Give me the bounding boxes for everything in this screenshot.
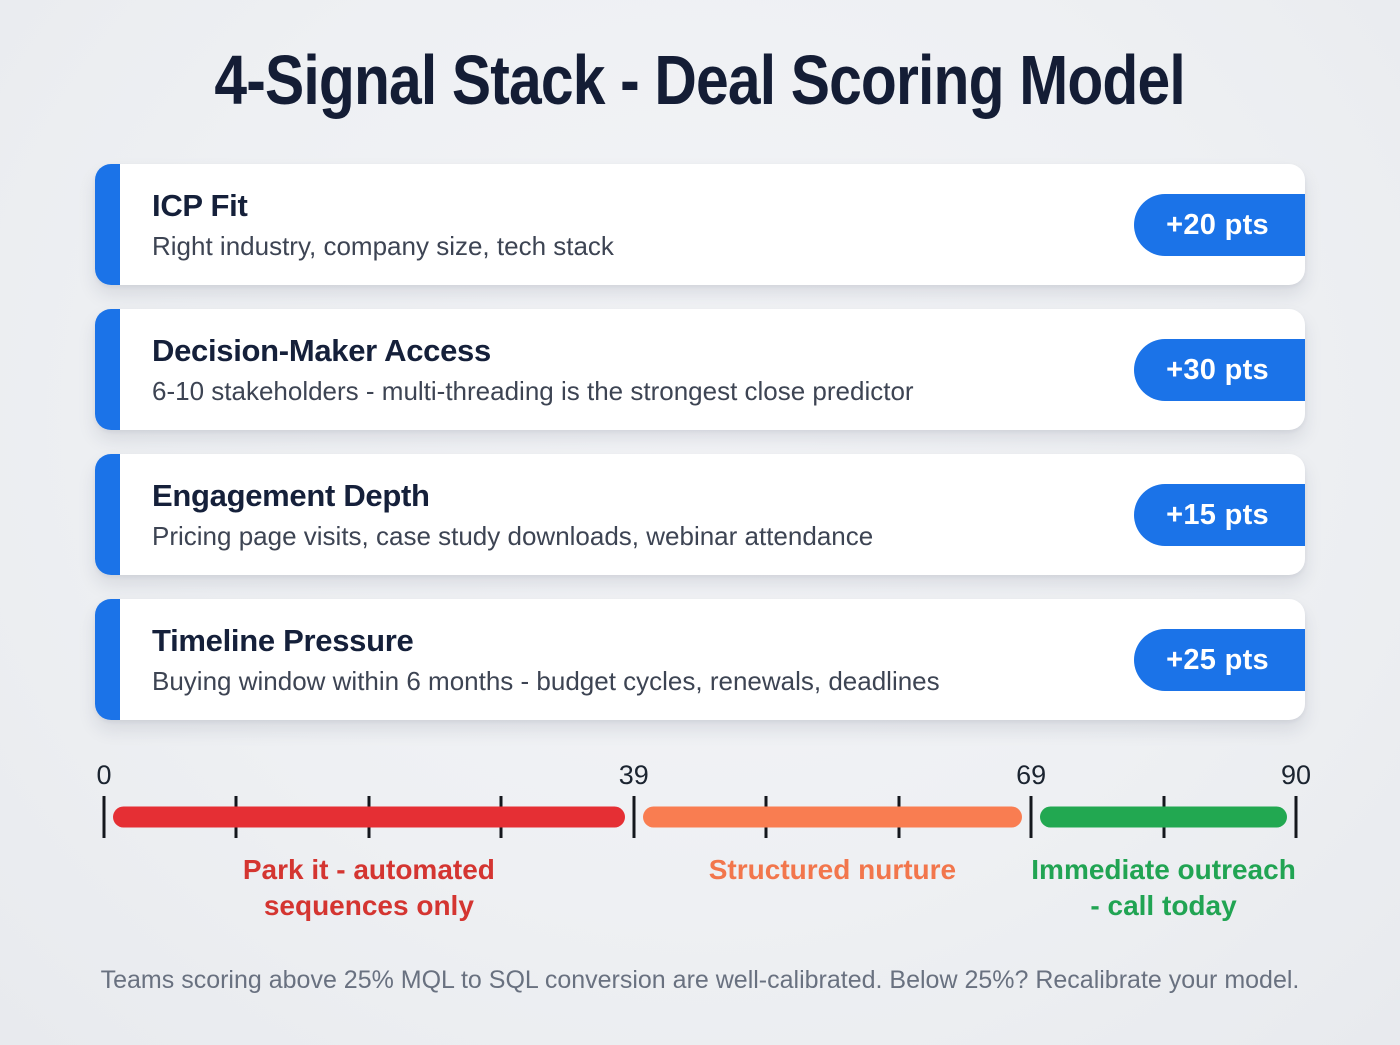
scale-track — [102, 796, 1298, 838]
signal-description: Buying window within 6 months - budget c… — [152, 666, 940, 696]
tick-label-90: 90 — [1280, 760, 1312, 790]
signal-title: Engagement Depth — [152, 478, 430, 513]
zone-label-immediate-outreach: Immediate outreach - call today — [1031, 852, 1296, 924]
scale-tick — [1294, 796, 1298, 838]
signal-card-timeline-pressure: Timeline Pressure Buying window within 6… — [95, 599, 1305, 720]
scale-tick — [632, 796, 636, 838]
zone-bar-park-it — [113, 806, 625, 828]
signal-title: Timeline Pressure — [152, 623, 414, 658]
signal-card-engagement-depth: Engagement Depth Pricing page visits, ca… — [95, 454, 1305, 575]
card-accent-bar — [95, 599, 120, 720]
card-accent-bar — [95, 309, 120, 430]
signal-description: Pricing page visits, case study download… — [152, 521, 874, 551]
signal-card-icp-fit: ICP Fit Right industry, company size, te… — [95, 164, 1305, 285]
page-title: 4-Signal Stack - Deal Scoring Model — [214, 41, 1186, 119]
zone-label-line: Structured nurture — [708, 854, 957, 885]
zone-label-park-it: Park it - automated sequences only — [243, 852, 495, 924]
zone-label-structured-nurture: Structured nurture — [709, 852, 956, 888]
signal-title: Decision-Maker Access — [152, 333, 491, 368]
title-area: 4-Signal Stack - Deal Scoring Model — [0, 0, 1400, 120]
zone-labels: Park it - automated sequences only Struc… — [104, 852, 1296, 938]
tick-label-69: 69 — [1016, 760, 1047, 790]
scale-tick — [102, 796, 106, 838]
card-accent-bar — [95, 454, 120, 575]
zone-label-line: sequences only — [263, 890, 474, 921]
points-badge: +20 pts — [1134, 193, 1305, 256]
tick-label-0: 0 — [96, 760, 112, 790]
signal-title: ICP Fit — [152, 188, 248, 223]
scale-tick — [1029, 796, 1033, 838]
zone-label-line: Park it - automated — [242, 854, 495, 885]
calibration-note: Teams scoring above 25% MQL to SQL conve… — [100, 966, 1300, 994]
card-text: Timeline Pressure Buying window within 6… — [95, 621, 1305, 698]
zone-label-line: - call today — [1090, 890, 1237, 921]
tick-label-39: 39 — [618, 760, 649, 790]
signal-card-list: ICP Fit Right industry, company size, te… — [95, 164, 1305, 720]
zone-bar-immediate-outreach — [1040, 806, 1287, 828]
zone-label-line: Immediate outreach — [1031, 854, 1296, 885]
signal-description: Right industry, company size, tech stack — [152, 231, 614, 261]
points-badge: +15 pts — [1134, 483, 1305, 546]
points-badge: +30 pts — [1134, 338, 1305, 401]
card-accent-bar — [95, 164, 120, 285]
points-badge: +25 pts — [1134, 628, 1305, 691]
card-text: Engagement Depth Pricing page visits, ca… — [95, 476, 1305, 553]
scale-tick-labels: 0 39 69 90 — [96, 760, 1311, 792]
score-scale: 0 39 69 90 Park it - automated sequences… — [96, 760, 1311, 938]
card-text: Decision-Maker Access 6-10 stakeholders … — [95, 331, 1305, 408]
signal-card-decision-maker-access: Decision-Maker Access 6-10 stakeholders … — [95, 309, 1305, 430]
signal-description: 6-10 stakeholders - multi-threading is t… — [152, 376, 914, 406]
card-text: ICP Fit Right industry, company size, te… — [95, 186, 1305, 263]
zone-bar-structured-nurture — [642, 806, 1023, 828]
